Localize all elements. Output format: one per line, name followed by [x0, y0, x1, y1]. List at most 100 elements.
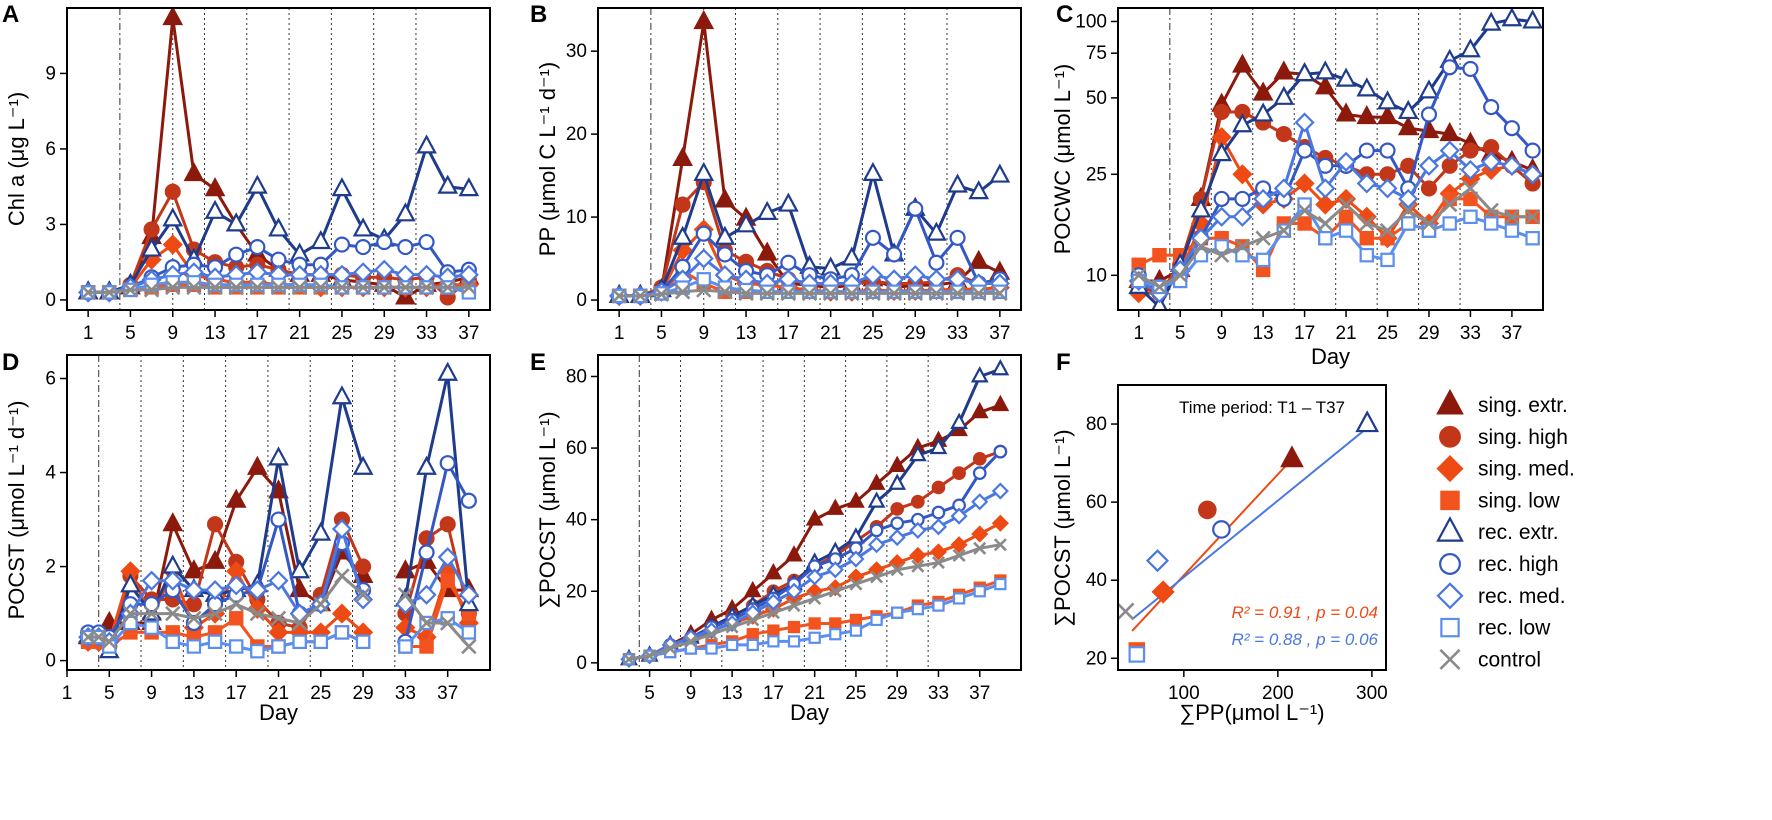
x-tick-label: 33: [1460, 323, 1481, 344]
data-point: [268, 570, 289, 591]
time-period-annotation: Time period: T1 – T37: [1179, 398, 1345, 417]
data-point: [849, 613, 863, 627]
data-point: [756, 241, 778, 261]
data-point: [693, 161, 715, 181]
data-point: [952, 466, 966, 480]
data-point: [764, 593, 782, 611]
data-point: [805, 509, 824, 526]
x-tick-label: 21: [804, 683, 825, 704]
data-point: [672, 146, 693, 167]
data-point: [991, 482, 1009, 500]
data-point-stroke: [101, 284, 118, 301]
data-point-stroke: [992, 285, 1008, 302]
data-point: [764, 562, 783, 580]
data-point: [1441, 157, 1458, 174]
data-point: [653, 286, 670, 302]
data-point-stroke: [313, 596, 329, 612]
data-point-stroke: [801, 285, 818, 302]
y-tick-label: 100: [1075, 11, 1107, 32]
data-point: [1401, 216, 1416, 231]
panel-label: C: [1056, 1, 1073, 28]
data-point: [973, 585, 986, 598]
data-point: [416, 584, 437, 605]
data-point: [1234, 190, 1251, 207]
x-tick-label: 1: [62, 683, 73, 704]
data-point: [735, 213, 757, 233]
data-point: [886, 285, 902, 302]
data-point-stroke: [1234, 238, 1251, 255]
data-point: [398, 639, 413, 654]
data-point-stroke: [928, 285, 945, 302]
data-point: [185, 614, 202, 632]
data-point: [696, 272, 711, 287]
data-point: [141, 237, 162, 257]
legend-label: rec. extr.: [1478, 521, 1559, 544]
data-point-stroke: [952, 548, 966, 562]
data-point: [785, 545, 803, 562]
data-point-stroke: [291, 279, 308, 296]
y-axis-label: PP (μmol C L⁻¹ d⁻¹): [535, 62, 560, 256]
data-point: [841, 246, 863, 266]
panel-a: A 1 5 9 13 17 21 25 29 33 37 0 3 6 9 Chl a (μg L⁻¹): [2, 1, 491, 344]
data-point: [1421, 215, 1437, 232]
data-point: [886, 246, 903, 263]
data-point-stroke: [165, 605, 181, 622]
legend-item-sing-med: sing. med.: [1436, 455, 1575, 483]
data-point: [186, 610, 202, 627]
data-point: [674, 284, 691, 300]
data-point: [714, 225, 736, 245]
data-point: [888, 455, 907, 472]
data-point: [1480, 11, 1502, 31]
data-point: [1442, 216, 1457, 231]
x-tick-label: 9: [167, 323, 178, 344]
data-point-stroke: [970, 285, 987, 302]
data-point: [950, 412, 968, 430]
x-tick-label: 17: [247, 323, 268, 344]
data-point: [1232, 113, 1253, 133]
plot-frame: [66, 7, 491, 311]
data-point-stroke: [461, 638, 477, 655]
y-tick-label: 30: [566, 41, 587, 62]
data-point: [632, 288, 649, 304]
series-control: [622, 538, 1007, 666]
data-point-stroke: [376, 279, 392, 296]
data-point-stroke: [355, 279, 371, 296]
data-point-stroke: [313, 279, 329, 296]
data-point: [844, 285, 860, 302]
x-tick-label: 5: [125, 323, 136, 344]
x-tick-label: 21: [289, 323, 310, 344]
data-point-stroke: [808, 591, 822, 605]
data-point: [1504, 209, 1520, 225]
data-point-stroke: [780, 285, 797, 302]
x-tick-label: 25: [862, 323, 883, 344]
data-point: [333, 236, 351, 253]
data-point: [1211, 142, 1233, 162]
plot-area: [77, 361, 480, 659]
data-point: [101, 284, 118, 301]
data-point-stroke: [684, 634, 698, 648]
data-point: [416, 455, 437, 475]
data-point: [1252, 102, 1274, 122]
plot-area: [620, 358, 1010, 668]
data-point: [993, 444, 1008, 459]
data-point: [909, 546, 927, 565]
data-point: [162, 570, 183, 591]
data-point: [331, 518, 353, 540]
data-point: [909, 521, 927, 539]
data-point: [864, 229, 882, 246]
data-point: [291, 615, 308, 631]
data-point: [439, 516, 456, 533]
data-point-stroke: [653, 286, 670, 302]
data-point: [714, 188, 736, 208]
data-point: [911, 559, 925, 573]
plot-frame: [597, 7, 1022, 311]
data-point: [767, 635, 780, 648]
data-point-stroke: [397, 279, 414, 296]
legend-label: sing. extr.: [1478, 394, 1568, 417]
data-point: [1483, 99, 1500, 116]
plot-area: [1118, 410, 1380, 663]
plot-area: [77, 8, 480, 306]
y-tick-label: 0: [45, 651, 56, 672]
data-point: [931, 505, 946, 520]
data-point: [989, 163, 1011, 183]
